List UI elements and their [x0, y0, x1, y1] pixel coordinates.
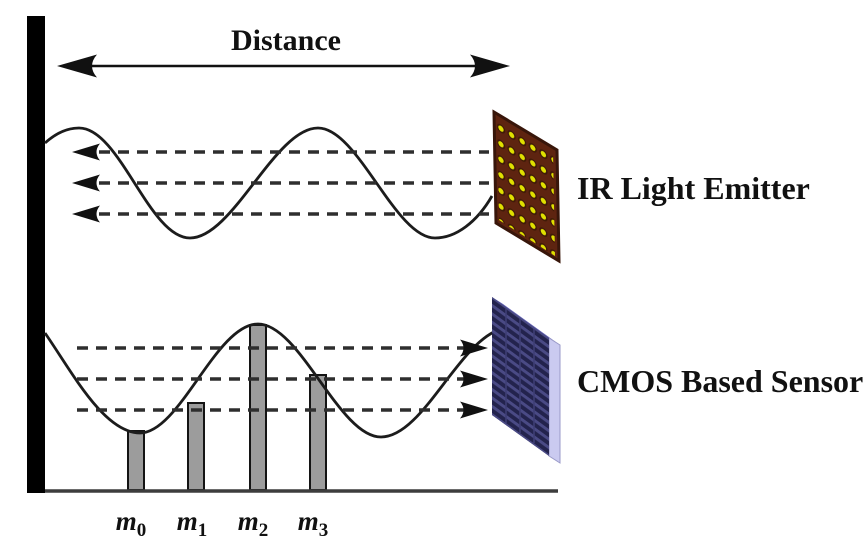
target-wall [27, 16, 45, 493]
m2-base: m [238, 506, 259, 536]
sample-label-m3: m3 [298, 506, 329, 541]
emitter-label: IR Light Emitter [577, 170, 810, 206]
left-arrowhead-2 [72, 174, 100, 192]
m0-base: m [116, 506, 137, 536]
emitted-rays [99, 150, 489, 216]
sensor-top-face [492, 297, 560, 345]
sample-bar-m0 [127, 430, 145, 491]
led-dot-grid [497, 118, 555, 256]
right-arrowhead-1 [460, 339, 488, 357]
received-ray-arrowheads [460, 339, 488, 419]
distance-arrowhead-right [470, 54, 510, 78]
received-wave [43, 322, 502, 439]
left-arrowhead-1 [72, 143, 100, 161]
sensor-column-lines [505, 309, 535, 443]
m0-sub: 0 [137, 520, 147, 541]
emitted-wave [44, 126, 494, 240]
right-arrowhead-2 [460, 370, 488, 388]
distance-label: Distance [231, 24, 341, 57]
m2-sub: 2 [259, 520, 269, 541]
sample-bar-m1 [187, 402, 205, 491]
m3-base: m [298, 506, 319, 536]
sensor-label: CMOS Based Sensor [577, 363, 863, 399]
emitted-ray-arrowheads [72, 143, 100, 223]
ir-emitter-panel [492, 109, 561, 264]
right-arrowhead-3 [460, 401, 488, 419]
sample-bar-m3 [309, 374, 327, 491]
sensor-side-face [548, 337, 561, 464]
cmos-sensor-panel [492, 297, 561, 464]
distance-arrow [57, 54, 510, 78]
received-rays [77, 346, 464, 412]
sample-label-m0: m0 [116, 506, 147, 541]
m1-base: m [177, 506, 198, 536]
m3-sub: 3 [319, 520, 329, 541]
sample-labels: m0 m1 m2 m3 [116, 506, 329, 541]
distance-arrowhead-left [57, 54, 97, 78]
m1-sub: 1 [198, 520, 208, 541]
sample-label-m1: m1 [177, 506, 208, 541]
sample-label-m2: m2 [238, 506, 269, 541]
left-arrowhead-3 [72, 205, 100, 223]
